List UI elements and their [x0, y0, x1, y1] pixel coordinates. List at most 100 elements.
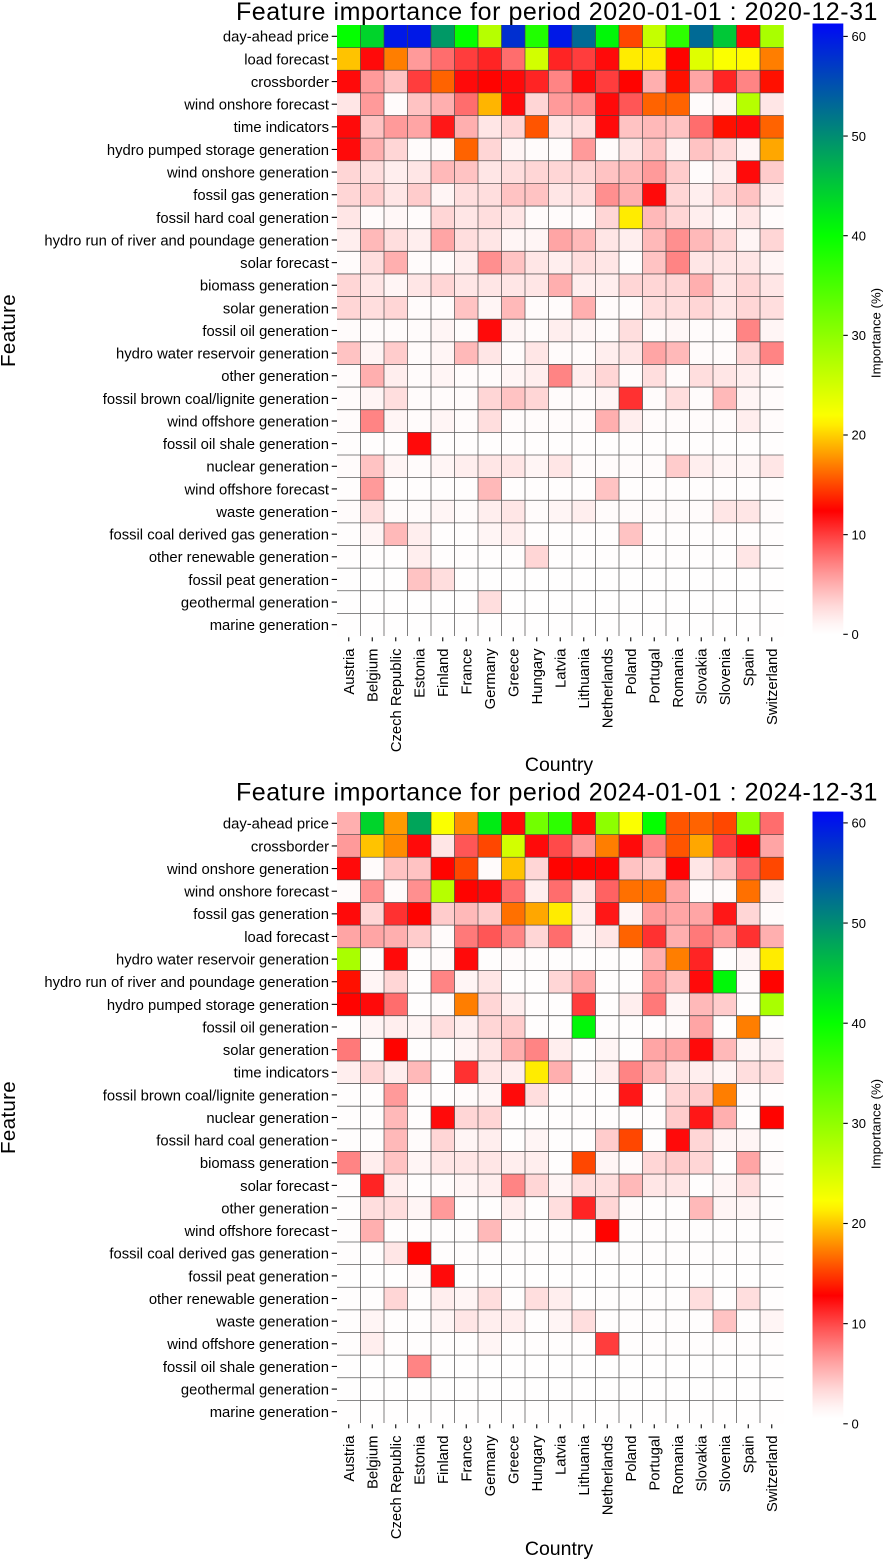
svg-text:fossil oil shale generation: fossil oil shale generation: [163, 1360, 329, 1376]
svg-text:Romania: Romania: [671, 1435, 687, 1495]
svg-text:Germany: Germany: [483, 648, 499, 709]
svg-text:fossil gas generation: fossil gas generation: [193, 188, 329, 204]
svg-text:Finland: Finland: [436, 649, 452, 698]
svg-text:fossil peat generation: fossil peat generation: [188, 573, 329, 589]
svg-text:geothermal generation: geothermal generation: [181, 1382, 329, 1398]
svg-text:Belgium: Belgium: [366, 1436, 382, 1489]
svg-text:Latvia: Latvia: [554, 1435, 570, 1475]
svg-text:Greece: Greece: [507, 1436, 523, 1485]
svg-text:Feature importance for period: Feature importance for period 2020-01-01…: [236, 0, 878, 26]
svg-text:Austria: Austria: [342, 648, 358, 695]
svg-text:0: 0: [852, 1417, 859, 1432]
svg-text:load forecast: load forecast: [244, 930, 329, 946]
svg-text:other generation: other generation: [221, 369, 329, 385]
svg-text:60: 60: [852, 816, 866, 831]
svg-text:60: 60: [852, 29, 866, 44]
svg-text:other renewable generation: other renewable generation: [149, 550, 329, 566]
svg-text:Romania: Romania: [671, 648, 687, 708]
svg-text:wind offshore generation: wind offshore generation: [166, 1337, 329, 1353]
svg-text:hydro pumped storage generatio: hydro pumped storage generation: [107, 998, 329, 1014]
svg-text:Lithuania: Lithuania: [577, 1435, 593, 1496]
svg-text:Slovakia: Slovakia: [695, 1435, 711, 1492]
svg-text:time indicators: time indicators: [234, 1066, 329, 1082]
svg-text:Belgium: Belgium: [366, 649, 382, 702]
svg-text:waste generation: waste generation: [215, 1315, 329, 1331]
svg-text:wind onshore generation: wind onshore generation: [166, 862, 329, 878]
svg-text:Czech Republic: Czech Republic: [389, 648, 405, 752]
svg-text:day-ahead price: day-ahead price: [223, 817, 329, 833]
svg-text:30: 30: [852, 1116, 866, 1131]
svg-text:Austria: Austria: [342, 1435, 358, 1482]
svg-text:Netherlands: Netherlands: [601, 649, 617, 729]
svg-text:solar generation: solar generation: [223, 301, 329, 317]
svg-text:geothermal generation: geothermal generation: [181, 595, 329, 611]
svg-text:Hungary: Hungary: [530, 648, 546, 705]
svg-text:fossil hard coal generation: fossil hard coal generation: [156, 211, 329, 227]
svg-text:10: 10: [852, 527, 866, 542]
svg-text:Feature: Feature: [0, 294, 20, 367]
svg-text:other renewable generation: other renewable generation: [149, 1292, 329, 1308]
svg-text:France: France: [460, 649, 476, 695]
svg-text:Slovakia: Slovakia: [695, 648, 711, 705]
svg-text:marine generation: marine generation: [210, 618, 329, 634]
svg-text:hydro pumped storage generatio: hydro pumped storage generation: [107, 143, 329, 159]
svg-text:50: 50: [852, 129, 866, 144]
svg-text:Portugal: Portugal: [648, 1436, 664, 1491]
svg-text:0: 0: [852, 627, 859, 642]
svg-text:40: 40: [852, 228, 866, 243]
svg-text:Importance (%): Importance (%): [869, 288, 883, 378]
svg-text:Estonia: Estonia: [413, 1435, 429, 1485]
svg-text:fossil oil shale generation: fossil oil shale generation: [163, 437, 329, 453]
svg-text:solar forecast: solar forecast: [240, 1179, 329, 1195]
svg-text:solar generation: solar generation: [223, 1043, 329, 1059]
svg-text:biomass generation: biomass generation: [200, 1156, 329, 1172]
svg-text:Finland: Finland: [436, 1436, 452, 1485]
svg-text:biomass generation: biomass generation: [200, 279, 329, 295]
svg-text:solar forecast: solar forecast: [240, 256, 329, 272]
svg-text:Country: Country: [525, 754, 594, 776]
svg-text:Switzerland: Switzerland: [765, 649, 781, 725]
svg-text:hydro water reservoir generati: hydro water reservoir generation: [116, 953, 329, 969]
svg-text:Feature: Feature: [0, 1081, 20, 1154]
svg-text:Netherlands: Netherlands: [601, 1436, 617, 1516]
svg-text:fossil coal derived gas genera: fossil coal derived gas generation: [109, 528, 329, 544]
svg-text:Slovenia: Slovenia: [718, 1435, 734, 1493]
svg-text:fossil gas generation: fossil gas generation: [193, 907, 329, 923]
svg-text:Hungary: Hungary: [530, 1435, 546, 1492]
svg-text:France: France: [460, 1436, 476, 1482]
svg-text:Slovenia: Slovenia: [718, 648, 734, 706]
svg-text:Spain: Spain: [742, 1436, 758, 1474]
svg-text:Germany: Germany: [483, 1435, 499, 1496]
svg-text:fossil hard coal generation: fossil hard coal generation: [156, 1134, 329, 1150]
svg-text:20: 20: [852, 428, 866, 443]
svg-text:Portugal: Portugal: [648, 649, 664, 704]
svg-text:Latvia: Latvia: [554, 648, 570, 688]
svg-text:crossborder: crossborder: [251, 839, 329, 855]
svg-text:Czech Republic: Czech Republic: [389, 1435, 405, 1539]
svg-text:hydro water reservoir generati: hydro water reservoir generation: [116, 347, 329, 363]
svg-text:wind onshore forecast: wind onshore forecast: [183, 98, 329, 114]
svg-text:waste generation: waste generation: [215, 505, 329, 521]
svg-text:load forecast: load forecast: [244, 52, 329, 68]
svg-text:50: 50: [852, 916, 866, 931]
svg-text:Estonia: Estonia: [413, 648, 429, 698]
svg-text:hydro run of river and poundag: hydro run of river and poundage generati…: [44, 233, 329, 249]
svg-text:wind onshore forecast: wind onshore forecast: [183, 885, 329, 901]
svg-text:nuclear generation: nuclear generation: [206, 460, 329, 476]
svg-text:other generation: other generation: [221, 1201, 329, 1217]
svg-text:30: 30: [852, 328, 866, 343]
svg-text:20: 20: [852, 1216, 866, 1231]
svg-text:Poland: Poland: [624, 649, 640, 695]
svg-text:fossil coal derived gas genera: fossil coal derived gas generation: [109, 1247, 329, 1263]
svg-text:Poland: Poland: [624, 1436, 640, 1482]
svg-text:wind offshore generation: wind offshore generation: [166, 414, 329, 430]
svg-text:Switzerland: Switzerland: [765, 1436, 781, 1512]
svg-text:nuclear generation: nuclear generation: [206, 1111, 329, 1127]
svg-text:Lithuania: Lithuania: [577, 648, 593, 709]
svg-text:fossil oil generation: fossil oil generation: [202, 324, 329, 340]
svg-text:10: 10: [852, 1316, 866, 1331]
svg-text:Importance (%): Importance (%): [869, 1079, 883, 1169]
svg-text:fossil oil generation: fossil oil generation: [202, 1020, 329, 1036]
svg-text:Feature importance for period: Feature importance for period 2024-01-01…: [236, 779, 878, 807]
svg-text:Country: Country: [525, 1538, 594, 1560]
